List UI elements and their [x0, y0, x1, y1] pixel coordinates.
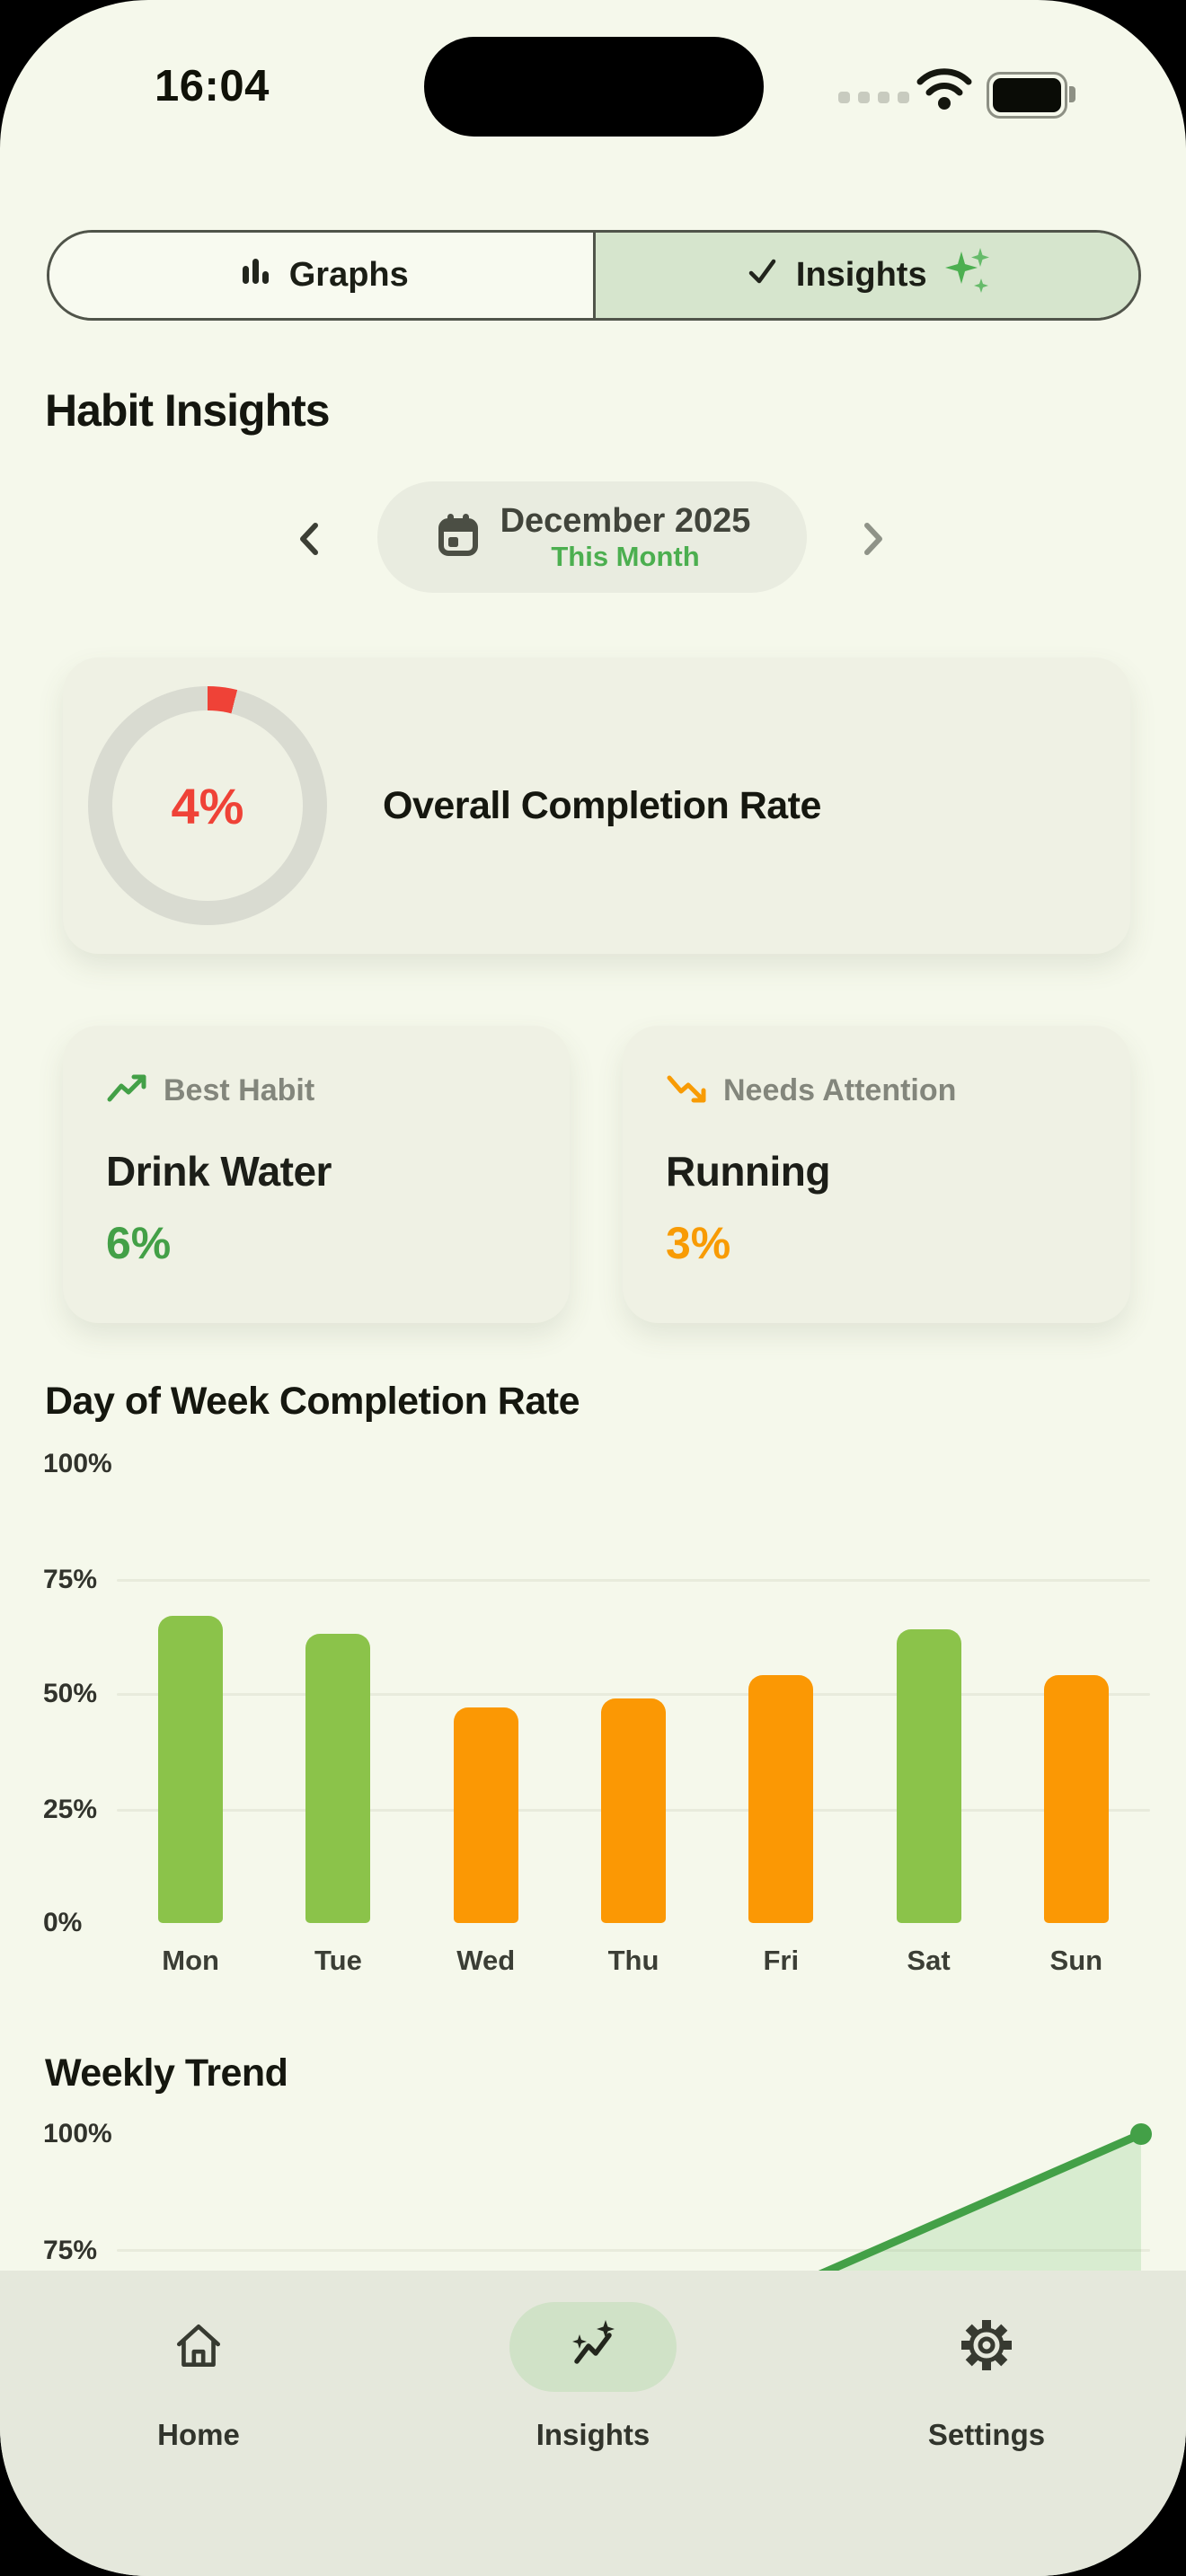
battery-icon	[987, 72, 1075, 119]
gridline-50	[117, 1693, 1150, 1696]
x-label-wed: Wed	[456, 1945, 516, 1976]
next-month-button[interactable]	[852, 516, 891, 566]
trend-chart-title: Weekly Trend	[45, 2051, 288, 2095]
y-tick-75: 75%	[43, 1565, 98, 1594]
trending-down-icon	[666, 1072, 709, 1109]
x-label-sat: Sat	[907, 1945, 951, 1976]
bar-chart-title: Day of Week Completion Rate	[45, 1380, 580, 1423]
sparkles-icon	[943, 246, 990, 305]
nav-item-home[interactable]: Home	[109, 2299, 288, 2452]
trend-y-tick-100: 100%	[43, 2119, 112, 2148]
best-habit-name: Drink Water	[106, 1148, 332, 1195]
tab-insights-label: Insights	[795, 256, 927, 294]
settings-icon	[958, 2316, 1015, 2378]
best-habit-label: Best Habit	[164, 1073, 315, 1107]
tab-graphs-label: Graphs	[288, 256, 409, 294]
overall-completion-card: 4% Overall Completion Rate	[63, 657, 1130, 954]
bottom-nav: Home Insights	[0, 2271, 1186, 2576]
insights-icon	[564, 2316, 622, 2378]
bar-wed: Wed	[412, 1464, 560, 1976]
bar-sat: Sat	[854, 1464, 1002, 1976]
x-label-sun: Sun	[1049, 1945, 1103, 1976]
page-title: Habit Insights	[45, 385, 331, 436]
month-sublabel: This Month	[551, 541, 700, 572]
y-tick-0: 0%	[43, 1908, 83, 1937]
bar-sun: Sun	[1003, 1464, 1150, 1976]
y-tick-100: 100%	[43, 1449, 112, 1478]
trend-point-last	[1130, 2123, 1152, 2145]
nav-home-label: Home	[157, 2418, 240, 2451]
y-tick-25: 25%	[43, 1795, 98, 1824]
needs-attention-label: Needs Attention	[723, 1073, 957, 1107]
nav-item-insights[interactable]: Insights	[503, 2299, 683, 2452]
x-label-fri: Fri	[763, 1945, 800, 1976]
dynamic-island	[424, 37, 764, 137]
completion-donut: 4%	[88, 686, 327, 925]
bar-fri: Fri	[707, 1464, 854, 1976]
best-habit-value: 6%	[106, 1218, 172, 1268]
home-icon	[171, 2317, 226, 2378]
view-segmented-control: Graphs Insights	[47, 230, 1141, 321]
trend-y-tick-75: 75%	[43, 2236, 98, 2265]
wifi-icon	[915, 63, 974, 116]
trending-up-icon	[106, 1072, 149, 1109]
signal-dots-icon	[838, 92, 909, 103]
x-label-mon: Mon	[162, 1945, 219, 1976]
best-habit-card: Best Habit Drink Water 6%	[63, 1026, 570, 1323]
tab-graphs[interactable]: Graphs	[49, 233, 593, 318]
month-label: December 2025	[500, 502, 751, 540]
bar-mon: Mon	[117, 1464, 264, 1976]
bar-tue: Tue	[264, 1464, 412, 1976]
x-label-thu: Thu	[607, 1945, 659, 1976]
bar-thu: Thu	[560, 1464, 707, 1976]
overall-completion-label: Overall Completion Rate	[383, 783, 821, 827]
nav-settings-label: Settings	[927, 2418, 1046, 2451]
prev-month-button[interactable]	[291, 516, 331, 566]
completion-percent: 4%	[171, 777, 244, 834]
gridline-75	[117, 1579, 1150, 1582]
active-nav-pill	[509, 2302, 677, 2392]
needs-attention-name: Running	[666, 1148, 831, 1195]
x-label-tue: Tue	[314, 1945, 362, 1976]
nav-item-settings[interactable]: Settings	[897, 2299, 1076, 2452]
needs-attention-card: Needs Attention Running 3%	[623, 1026, 1130, 1323]
bar-chart-icon	[234, 251, 273, 300]
trend-gridline-75	[117, 2249, 1150, 2252]
needs-attention-value: 3%	[666, 1218, 731, 1268]
tab-insights[interactable]: Insights	[592, 233, 1138, 318]
day-of-week-bar-chart: Mon Tue Wed Thu Fri Sat Sun	[117, 1464, 1150, 1976]
nav-insights-label: Insights	[535, 2418, 651, 2451]
calendar-icon	[434, 511, 482, 564]
y-tick-50: 50%	[43, 1679, 98, 1708]
status-time: 16:04	[155, 62, 270, 110]
month-selector[interactable]: December 2025 This Month	[377, 481, 807, 593]
check-icon	[744, 253, 780, 298]
